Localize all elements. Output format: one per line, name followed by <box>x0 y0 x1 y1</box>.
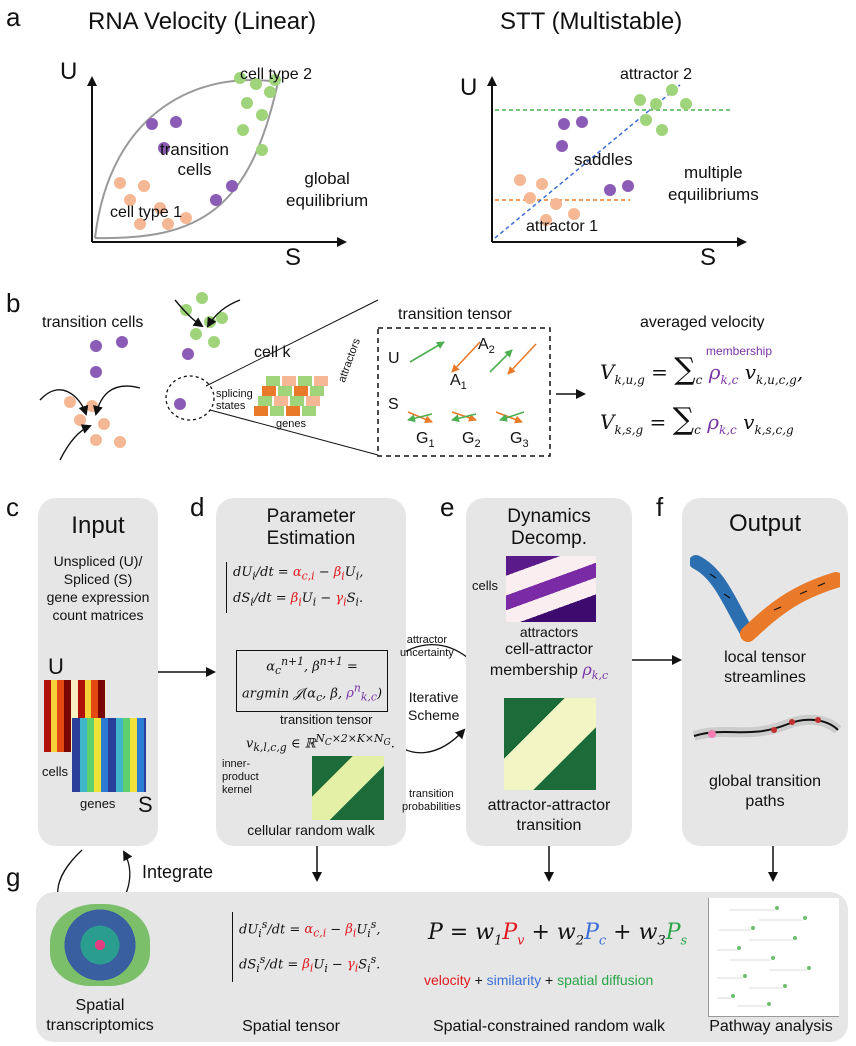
panel-a-left-axes <box>87 76 347 247</box>
panel-f-box <box>682 498 848 846</box>
panel-a-right-points <box>514 84 692 226</box>
tensor-s-label: S <box>388 396 399 413</box>
panel-a-left-axis-s: S <box>285 244 302 271</box>
global-transition-path-plot <box>688 696 842 756</box>
panel-f-title: Output <box>728 510 802 537</box>
label-transition-cells: transition cells <box>160 140 229 179</box>
panel-a-left-axis-u: U <box>60 58 78 85</box>
label-b-transition-cells: transition cells <box>42 314 144 331</box>
panel-letter-b: b <box>6 288 21 318</box>
label-d-transition-tensor: transition tensor <box>280 712 373 727</box>
panel-a-right-axis-u: U <box>460 74 478 101</box>
label-integrate: Integrate <box>142 862 214 882</box>
label-saddles: saddles <box>574 150 633 169</box>
panel-b-transition-tensor-box <box>377 327 586 457</box>
tensor-a2-label: A2 <box>478 336 495 357</box>
label-cell-attractor-membership: cell-attractor membership ρk,c <box>489 641 609 683</box>
panel-b-cell-k <box>165 299 379 456</box>
panel-b-splicing-tensor-cube <box>254 376 328 416</box>
label-global-equilibrium: global equilibrium <box>286 169 369 210</box>
label-iterative-scheme: Iterative Scheme <box>408 689 460 723</box>
label-multiple-equilibriums: multiple equilibriums <box>668 163 759 204</box>
panel-letter-g: g <box>6 862 21 892</box>
label-attractor-2: attractor 2 <box>620 66 693 83</box>
panel-letter-e: e <box>440 492 455 522</box>
label-spatial-random-walk: Spatial-constrained random walk <box>432 1018 666 1035</box>
label-attractor-1: attractor 1 <box>526 218 599 235</box>
label-genes: genes <box>276 418 306 430</box>
label-cell-type-2: cell type 2 <box>240 66 313 83</box>
label-e-cells: cells <box>472 578 499 593</box>
panel-letter-f: f <box>656 492 664 522</box>
panel-a-right-axes <box>487 76 747 247</box>
matrix-genes-label: genes <box>80 796 116 811</box>
label-local-streamlines: local tensor streamlines <box>724 649 806 686</box>
panel-c-description: Unspliced (U)/ Spliced (S) gene expressi… <box>46 553 150 623</box>
matrix-cells-label: cells <box>42 764 69 779</box>
panel-a-right-title: STT (Multistable) <box>500 8 683 35</box>
cellular-kernel-heatmap <box>312 756 384 820</box>
label-splicing-states: splicing states <box>216 388 253 412</box>
label-spatial-tensor: Spatial tensor <box>242 1018 340 1035</box>
matrix-s-label: S <box>138 792 153 817</box>
panel-a-left-title: RNA Velocity (Linear) <box>88 8 317 35</box>
panel-a-left-points <box>114 72 281 230</box>
panel-e-title: Dynamics Decomp. <box>507 506 591 549</box>
label-attractor-transition: attractor-attractor transition <box>487 797 611 834</box>
pathway-analysis-plot <box>708 898 839 1017</box>
label-cell-type-1: cell type 1 <box>110 204 183 221</box>
label-attractor-uncertainty: attractor uncertainty <box>400 634 454 659</box>
local-streamline-plot <box>689 544 844 644</box>
label-spatial-transcriptomics: Spatial transcriptomics <box>46 997 154 1034</box>
label-membership: membership <box>706 344 773 358</box>
label-cell-k: cell k <box>254 344 291 361</box>
random-walk-legend: velocity + similarity + spatial diffusio… <box>424 972 654 988</box>
spatial-brain-image <box>50 904 150 986</box>
tensor-g2-label: G2 <box>462 430 481 451</box>
tensor-g1-label: G1 <box>416 430 435 451</box>
panel-letter-c: c <box>6 492 19 522</box>
label-pathway-analysis: Pathway analysis <box>709 1018 833 1035</box>
label-transition-probabilities: transition probabilities <box>402 788 461 813</box>
attractor-transition-heatmap <box>504 698 596 790</box>
panel-letter-d: d <box>190 492 205 522</box>
label-averaged-velocity: averaged velocity <box>640 314 765 331</box>
spatial-ode-equation: dUis/dt = αc,i − βiUis, dSis/dt = βiUi −… <box>232 912 380 982</box>
argmin-objective-box: αcn+1, βn+1 = argmin 𝒥(αc, β, ρnk,c) <box>236 650 388 712</box>
tensor-g3-label: G3 <box>510 430 529 451</box>
label-e-attractors: attractors <box>519 624 579 640</box>
panel-letter-a: a <box>6 2 21 32</box>
tensor-dimension-equation: vk,l,c,g ∈ ℝNC×2×K×NG. <box>246 732 395 754</box>
panel-d-title: Parameter Estimation <box>266 506 356 549</box>
panel-a-right-axis-s: S <box>700 244 717 271</box>
membership-heatmap <box>506 556 596 622</box>
ode-system-equation: dUi/dt = αc,i − βiUi, dSi/dt = βiUi − γi… <box>226 562 363 614</box>
equation-velocity-s: Vk,s,g = ∑c ρk,c vk,s,c,g <box>600 402 794 437</box>
label-transition-tensor: transition tensor <box>398 306 512 323</box>
tensor-a1-label: A1 <box>450 372 467 393</box>
random-walk-equation: P = w1Pv + w2Pc + w3Ps <box>428 920 688 949</box>
equation-velocity-u: Vk,u,g = ∑c ρk,c vk,u,c,g, <box>600 352 804 387</box>
panel-b-transition-cells <box>39 292 241 461</box>
spliced-matrix-heatmap <box>72 718 146 792</box>
tensor-u-label: U <box>388 350 400 367</box>
label-inner-product-kernel: inner- product kernel <box>222 758 259 796</box>
label-cellular-random-walk: cellular random walk <box>247 822 375 838</box>
label-global-paths: global transition paths <box>708 773 822 810</box>
panel-c-title: Input <box>71 512 125 539</box>
matrix-u-label: U <box>48 654 64 679</box>
